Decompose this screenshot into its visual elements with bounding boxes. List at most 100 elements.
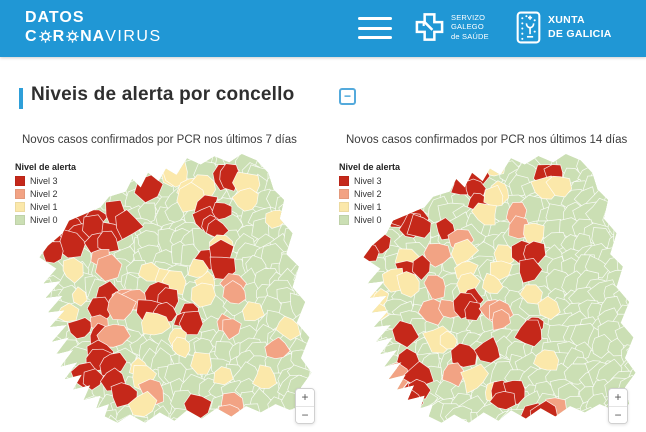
concello-cell-nivel-0[interactable] [15, 323, 42, 349]
concello-cell-nivel-0[interactable] [634, 208, 646, 230]
concello-cell-nivel-0[interactable] [289, 213, 317, 239]
concello-cell-nivel-0[interactable] [117, 158, 138, 175]
concello-cell-nivel-0[interactable] [52, 402, 82, 429]
concello-cell-nivel-2[interactable] [423, 243, 452, 268]
concello-cell-nivel-0[interactable] [353, 341, 376, 366]
collapse-section-button[interactable]: − [339, 88, 356, 105]
concello-cell-nivel-1[interactable] [483, 184, 504, 208]
concello-cell-nivel-3[interactable] [67, 317, 93, 340]
concello-cell-nivel-1[interactable] [190, 351, 212, 375]
concello-cell-nivel-0[interactable] [617, 163, 643, 194]
concello-cell-nivel-0[interactable] [583, 410, 607, 431]
concello-cell-nivel-0[interactable] [598, 162, 619, 197]
concello-cell-nivel-1[interactable] [450, 238, 480, 266]
concello-cell-nivel-0[interactable] [308, 212, 324, 238]
concello-cell-nivel-3[interactable] [115, 209, 145, 241]
concello-cell-nivel-3[interactable] [464, 301, 482, 321]
concello-cell-nivel-3[interactable] [473, 336, 501, 364]
concello-cell-nivel-0[interactable] [34, 409, 56, 431]
concello-cell-nivel-0[interactable] [345, 286, 369, 309]
concello-cell-nivel-0[interactable] [607, 213, 626, 236]
concello-cell-nivel-0[interactable] [49, 150, 74, 160]
concello-cell-nivel-3[interactable] [377, 396, 399, 422]
concello-cell-nivel-2[interactable] [222, 318, 242, 341]
concello-cell-nivel-0[interactable] [634, 187, 646, 212]
concello-cell-nivel-0[interactable] [305, 247, 324, 274]
zoom-in-button[interactable]: + [609, 389, 627, 406]
concello-cell-nivel-0[interactable] [573, 406, 600, 427]
concello-cell-nivel-0[interactable] [342, 384, 365, 404]
concello-cell-nivel-0[interactable] [342, 325, 362, 345]
concello-cell-nivel-3[interactable] [450, 342, 478, 368]
concello-cell-nivel-0[interactable] [462, 150, 484, 172]
concello-cell-nivel-0[interactable] [577, 150, 594, 161]
concello-cell-nivel-1[interactable] [190, 282, 217, 308]
zoom-out-button[interactable]: − [296, 406, 314, 423]
zoom-in-button[interactable]: + [296, 389, 314, 406]
concello-cell-nivel-0[interactable] [359, 385, 384, 410]
concello-cell-nivel-0[interactable] [358, 390, 380, 416]
concello-cell-nivel-0[interactable] [246, 418, 276, 431]
concello-cell-nivel-0[interactable] [303, 152, 324, 173]
concello-cell-nivel-0[interactable] [261, 150, 287, 155]
concello-cell-nivel-0[interactable] [14, 409, 35, 431]
concello-cell-nivel-0[interactable] [298, 178, 324, 206]
concello-cell-nivel-0[interactable] [35, 337, 54, 359]
concello-cell-nivel-1[interactable] [479, 154, 507, 177]
concello-cell-nivel-0[interactable] [22, 414, 43, 431]
concello-cell-nivel-0[interactable] [606, 155, 629, 176]
concello-cell-nivel-0[interactable] [442, 150, 470, 178]
concello-cell-nivel-0[interactable] [95, 153, 126, 180]
concello-cell-nivel-0[interactable] [591, 333, 613, 359]
concello-cell-nivel-0[interactable] [434, 425, 462, 431]
concello-cell-nivel-3[interactable] [489, 390, 516, 410]
concello-cell-nivel-0[interactable] [191, 150, 215, 159]
concello-cell-nivel-2[interactable] [492, 309, 511, 331]
concello-cell-nivel-1[interactable] [481, 272, 504, 294]
concello-cell-nivel-0[interactable] [289, 193, 311, 213]
concello-cell-nivel-0[interactable] [359, 350, 381, 371]
concello-cell-nivel-0[interactable] [303, 310, 321, 336]
concello-cell-nivel-0[interactable] [593, 154, 615, 174]
concello-cell-nivel-0[interactable] [19, 235, 42, 256]
concello-cell-nivel-0[interactable] [138, 154, 160, 178]
concello-cell-nivel-0[interactable] [31, 373, 55, 408]
concello-cell-nivel-0[interactable] [292, 150, 313, 165]
concello-cell-nivel-1[interactable] [241, 301, 265, 322]
concello-cell-nivel-3[interactable] [358, 243, 380, 262]
concello-cell-nivel-0[interactable] [72, 150, 96, 163]
concello-cell-nivel-0[interactable] [25, 314, 54, 337]
concello-cell-nivel-0[interactable] [290, 425, 310, 431]
concello-cell-nivel-0[interactable] [293, 154, 313, 177]
concello-cell-nivel-0[interactable] [633, 319, 646, 347]
concello-cell-nivel-0[interactable] [499, 421, 523, 431]
concello-cell-nivel-1[interactable] [460, 363, 489, 394]
concello-cell-nivel-0[interactable] [43, 402, 68, 425]
concello-cell-nivel-1[interactable] [545, 175, 573, 198]
concello-cell-nivel-1[interactable] [141, 311, 172, 336]
concello-cell-nivel-1[interactable] [71, 286, 88, 307]
concello-cell-nivel-0[interactable] [628, 222, 646, 244]
concello-cell-nivel-0[interactable] [447, 150, 468, 160]
concello-cell-nivel-0[interactable] [341, 347, 369, 374]
concello-cell-nivel-0[interactable] [560, 150, 580, 156]
concello-cell-nivel-0[interactable] [85, 408, 108, 426]
concello-cell-nivel-0[interactable] [343, 362, 372, 385]
concello-cell-nivel-0[interactable] [347, 238, 367, 267]
concello-cell-nivel-0[interactable] [17, 245, 41, 271]
concello-cell-nivel-0[interactable] [628, 150, 646, 170]
concello-cell-nivel-3[interactable] [391, 320, 420, 348]
concello-cell-nivel-0[interactable] [409, 417, 435, 431]
concello-cell-nivel-0[interactable] [304, 150, 323, 161]
concello-cell-nivel-0[interactable] [384, 405, 406, 426]
concello-cell-nivel-0[interactable] [626, 244, 646, 269]
concello-cell-nivel-0[interactable] [17, 370, 39, 386]
concello-cell-nivel-0[interactable] [631, 297, 646, 324]
concello-cell-nivel-0[interactable] [231, 414, 257, 431]
concello-cell-nivel-0[interactable] [594, 150, 625, 159]
concello-cell-nivel-0[interactable] [157, 425, 179, 431]
concello-cell-nivel-0[interactable] [461, 150, 482, 158]
concello-cell-nivel-0[interactable] [358, 150, 378, 158]
concello-cell-nivel-0[interactable] [253, 150, 278, 161]
concello-cell-nivel-0[interactable] [16, 258, 36, 274]
